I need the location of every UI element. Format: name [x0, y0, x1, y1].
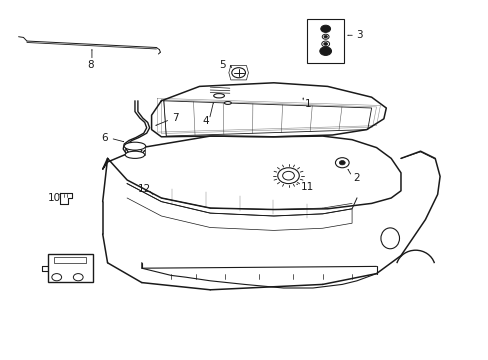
Text: 5: 5	[219, 60, 225, 70]
FancyBboxPatch shape	[54, 257, 85, 263]
Text: 3: 3	[355, 30, 362, 40]
Text: 12: 12	[138, 184, 151, 194]
Circle shape	[323, 42, 327, 45]
Ellipse shape	[125, 151, 144, 158]
Circle shape	[323, 36, 327, 38]
FancyBboxPatch shape	[48, 254, 93, 282]
Text: 10: 10	[48, 193, 61, 203]
Text: 11: 11	[301, 182, 314, 192]
Text: 1: 1	[305, 99, 311, 109]
FancyBboxPatch shape	[306, 19, 344, 63]
Text: 4: 4	[202, 116, 209, 126]
Ellipse shape	[380, 228, 399, 249]
Text: 9: 9	[68, 256, 75, 266]
Ellipse shape	[224, 102, 231, 104]
Text: 8: 8	[87, 60, 94, 70]
Circle shape	[276, 167, 300, 184]
Circle shape	[339, 161, 345, 165]
Circle shape	[319, 47, 331, 55]
Text: 6: 6	[102, 133, 108, 143]
Text: 2: 2	[352, 173, 359, 183]
Ellipse shape	[124, 142, 145, 150]
Text: 7: 7	[172, 113, 179, 123]
Ellipse shape	[213, 94, 224, 98]
Circle shape	[320, 25, 330, 32]
